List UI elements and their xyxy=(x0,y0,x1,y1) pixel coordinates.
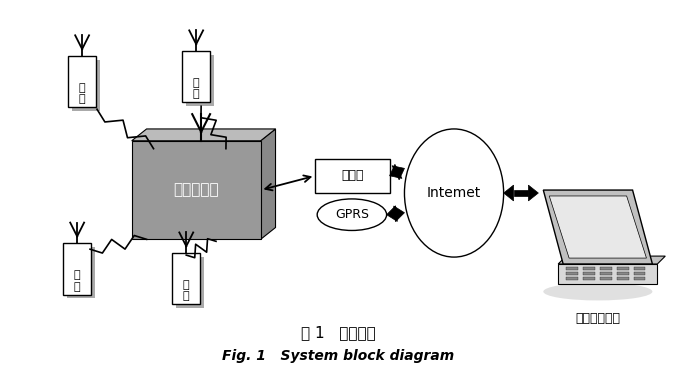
Bar xyxy=(617,277,629,280)
Text: 节: 节 xyxy=(74,270,81,280)
Polygon shape xyxy=(394,210,397,217)
Text: Fig. 1   System block diagram: Fig. 1 System block diagram xyxy=(222,349,454,363)
Bar xyxy=(634,267,645,270)
Polygon shape xyxy=(504,185,514,201)
Text: 图 1   系统框图: 图 1 系统框图 xyxy=(301,326,375,341)
Polygon shape xyxy=(558,256,665,264)
Bar xyxy=(583,272,595,275)
Bar xyxy=(600,272,612,275)
Bar xyxy=(182,51,210,102)
Polygon shape xyxy=(132,129,276,141)
Polygon shape xyxy=(549,196,647,258)
Bar xyxy=(173,253,200,305)
Polygon shape xyxy=(392,166,404,180)
Bar xyxy=(583,277,595,280)
Bar xyxy=(68,56,96,107)
Polygon shape xyxy=(544,190,653,264)
Text: 点: 点 xyxy=(79,94,85,104)
Bar xyxy=(566,272,578,275)
Bar xyxy=(315,159,389,193)
Text: 点: 点 xyxy=(74,282,81,292)
Bar xyxy=(600,277,612,280)
Bar xyxy=(566,277,578,280)
Bar xyxy=(566,267,578,270)
Polygon shape xyxy=(529,185,538,201)
Bar xyxy=(132,141,261,239)
Bar xyxy=(634,272,645,275)
Bar xyxy=(63,243,91,294)
Text: 以太网: 以太网 xyxy=(341,169,364,182)
Bar xyxy=(67,247,95,298)
Text: 节: 节 xyxy=(183,280,190,290)
Bar xyxy=(617,272,629,275)
Polygon shape xyxy=(394,168,400,176)
Text: Intemet: Intemet xyxy=(427,186,481,200)
Bar xyxy=(176,257,204,308)
Polygon shape xyxy=(261,129,276,239)
Ellipse shape xyxy=(404,129,504,257)
Bar xyxy=(634,277,645,280)
Bar xyxy=(72,60,100,111)
Polygon shape xyxy=(389,164,402,178)
Polygon shape xyxy=(394,206,404,222)
Text: 便携式基站: 便携式基站 xyxy=(173,183,219,197)
Text: 点: 点 xyxy=(193,90,200,99)
Ellipse shape xyxy=(544,283,653,300)
Ellipse shape xyxy=(318,199,387,230)
Text: GPRS: GPRS xyxy=(335,208,369,221)
Bar xyxy=(583,267,595,270)
Text: 点: 点 xyxy=(183,291,190,301)
Polygon shape xyxy=(514,190,529,196)
Polygon shape xyxy=(387,206,397,222)
Text: 远程控制中心: 远程控制中心 xyxy=(575,312,620,325)
Text: 节: 节 xyxy=(193,78,200,88)
Bar xyxy=(186,55,214,106)
Bar xyxy=(617,267,629,270)
Bar xyxy=(600,267,612,270)
Polygon shape xyxy=(558,264,657,284)
Text: 节: 节 xyxy=(79,83,85,93)
